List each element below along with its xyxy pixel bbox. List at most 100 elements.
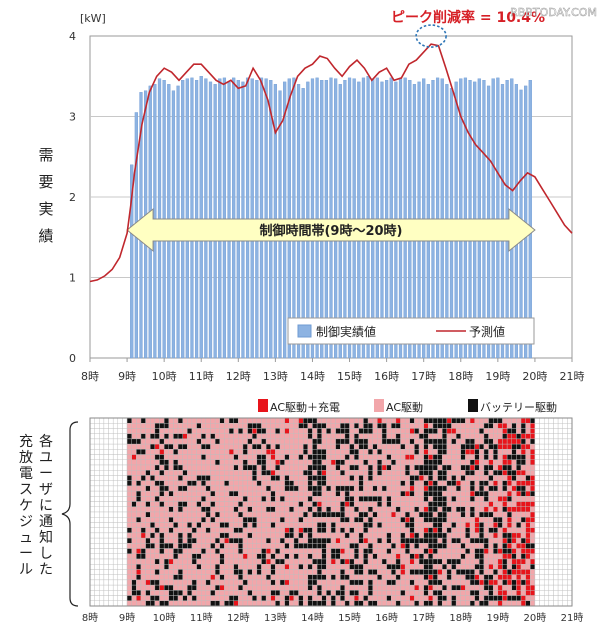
schedule-cell — [363, 548, 369, 554]
schedule-cell — [381, 522, 387, 528]
schedule-cell — [432, 553, 438, 560]
schedule-cell — [312, 506, 318, 513]
schedule-cell — [428, 428, 434, 434]
schedule-cell — [506, 506, 512, 513]
schedule-cell — [159, 506, 165, 513]
schedule-cell — [224, 464, 230, 471]
schedule-cell — [340, 522, 346, 528]
schedule-cell — [567, 558, 573, 565]
schedule-cell — [163, 428, 169, 434]
schedule-cell — [428, 564, 434, 570]
schedule-cell — [316, 506, 322, 513]
schedule-cell — [451, 438, 457, 445]
schedule-cell — [493, 428, 499, 434]
schedule-cell — [214, 553, 220, 560]
schedule-cell — [557, 548, 563, 554]
schedule-cell — [469, 485, 475, 492]
schedule-cell — [381, 454, 387, 460]
schedule-cell — [409, 464, 415, 471]
schedule-cell — [307, 417, 313, 424]
schedule-cell — [177, 470, 183, 476]
schedule-cell — [191, 537, 197, 544]
schedule-cell — [159, 527, 165, 534]
schedule-cell — [279, 433, 285, 440]
schedule-x-tick-label: 10時 — [153, 612, 176, 624]
schedule-cell — [307, 584, 313, 591]
schedule-cell — [326, 475, 332, 481]
schedule-cell — [557, 449, 563, 455]
schedule-cell — [497, 532, 503, 539]
schedule-cell — [330, 428, 336, 434]
schedule-cell — [168, 517, 174, 523]
schedule-cell — [187, 537, 193, 544]
schedule-cell — [543, 532, 550, 539]
demand-bar — [477, 78, 481, 359]
schedule-cell — [298, 501, 304, 507]
schedule-cell — [557, 417, 563, 424]
schedule-cell — [395, 496, 401, 502]
schedule-cell — [168, 590, 174, 596]
schedule-cell — [326, 584, 332, 591]
schedule-cell — [247, 480, 253, 487]
schedule-cell — [168, 522, 174, 528]
schedule-cell — [191, 438, 197, 445]
demand-bar — [403, 77, 407, 359]
schedule-cell — [446, 501, 452, 507]
schedule-cell — [506, 475, 512, 481]
schedule-cell — [409, 532, 415, 539]
schedule-cell — [358, 537, 364, 544]
schedule-cell — [140, 459, 146, 466]
schedule-cell — [358, 584, 364, 591]
schedule-cell — [219, 584, 225, 591]
schedule-cell — [224, 590, 230, 596]
schedule-cell — [516, 470, 522, 476]
schedule-y-label-char: 充 — [19, 434, 33, 450]
schedule-cell — [534, 423, 540, 429]
schedule-cell — [326, 449, 332, 455]
schedule-cell — [511, 574, 517, 581]
schedule-cell — [122, 423, 128, 429]
schedule-cell — [414, 423, 420, 429]
schedule-cell — [293, 558, 299, 565]
schedule-cell — [252, 584, 258, 591]
schedule-cell — [543, 527, 550, 534]
schedule-cell — [539, 511, 545, 518]
schedule-cell — [460, 470, 466, 476]
schedule-cell — [219, 574, 225, 581]
schedule-cell — [103, 428, 109, 434]
schedule-cell — [205, 496, 211, 502]
schedule-cell — [182, 423, 188, 429]
schedule-cell — [103, 537, 109, 544]
schedule-cell — [284, 532, 290, 539]
schedule-cell — [395, 443, 401, 450]
schedule-cell — [321, 490, 327, 497]
schedule-cell — [335, 480, 341, 487]
schedule-cell — [557, 590, 563, 596]
schedule-cell — [168, 553, 174, 560]
schedule-cell — [191, 506, 197, 513]
schedule-cell — [252, 454, 258, 460]
schedule-cell — [112, 428, 118, 434]
schedule-cell — [140, 579, 146, 586]
schedule-cell — [567, 417, 573, 424]
schedule-cell — [284, 433, 290, 440]
schedule-cell — [279, 574, 285, 581]
schedule-cell — [307, 490, 313, 497]
schedule-cell — [173, 537, 179, 544]
schedule-cell — [284, 428, 290, 434]
schedule-cell — [293, 532, 299, 539]
schedule-cell — [279, 428, 285, 434]
schedule-cell — [126, 537, 132, 544]
schedule-cell — [372, 600, 378, 607]
schedule-cell — [219, 428, 225, 434]
schedule-cell — [117, 590, 123, 596]
schedule-cell — [409, 506, 415, 513]
schedule-cell — [557, 537, 563, 544]
schedule-cell — [298, 579, 304, 586]
schedule-cell — [298, 423, 304, 429]
schedule-cell — [372, 501, 378, 507]
schedule-cell — [502, 579, 508, 586]
schedule-cell — [479, 433, 485, 440]
schedule-cell — [511, 564, 517, 570]
schedule-cell — [122, 517, 128, 523]
